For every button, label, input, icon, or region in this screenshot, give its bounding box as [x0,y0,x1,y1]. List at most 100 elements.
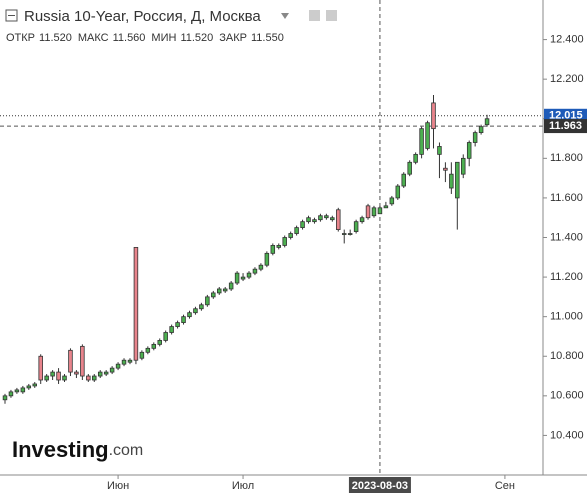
candle-body [133,246,139,361]
candle-body [115,363,121,369]
dropdown-arrow[interactable] [281,13,289,19]
candle-body [318,215,323,221]
candle-body [282,237,287,246]
candle-body [359,217,365,223]
ohlc-value: 11.520 [39,32,72,44]
candle-body [336,209,341,230]
candle-body [312,219,317,223]
y-tick-label: 11.000 [550,311,583,323]
candle-body [211,292,216,298]
ohlc-name: МАКС [78,32,109,44]
candle-body [26,385,32,389]
ohlc-summary: ОТКР 11.520 МАКС 11.560 МИН 11.520 ЗАКР 11.550 [6,32,284,44]
crosshair-x-label: 2023-08-03 [352,480,408,492]
candle-body [347,233,353,235]
candle-body [270,245,276,254]
candle-body [44,375,49,381]
y-tick-label: 12.200 [550,73,584,85]
candle-body [187,312,192,318]
watermark-brand: Investing [12,437,109,462]
candle-body [14,389,20,393]
watermark: Investing.com [12,437,143,462]
candle-body [413,153,418,163]
candle-body [478,126,484,134]
candle-body [151,343,157,349]
candle-body [169,326,174,333]
candle-body [407,161,412,175]
plot-area [0,0,543,475]
y-tick-label: 11.400 [550,231,583,243]
candle-body [246,272,252,278]
crosshair-y-label: 11.963 [549,120,582,132]
x-tick-label: Сен [495,480,515,492]
candle-body [145,347,151,353]
collapse-icon[interactable] [5,9,18,22]
candle-body [56,371,61,381]
ohlc-name: МИН [151,32,176,44]
candle-body [32,383,38,387]
candle-body [103,371,109,375]
candle-body [425,122,430,149]
candle-body [86,375,91,381]
ohlc-text: ОТКР 11.520 МАКС 11.560 МИН 11.520 ЗАКР 11.550 [6,32,284,44]
ohlc-name: ОТКР [6,32,35,44]
candle-body [484,118,490,126]
crosshair-x-box [348,477,411,493]
candle-body [377,207,383,215]
candle-body [62,375,67,381]
candle-body [163,332,168,341]
ohlc-value: 11.550 [251,32,284,44]
candle-body [199,304,204,310]
settings-icon[interactable] [309,10,320,21]
candle-body [395,185,401,199]
candle-body [80,345,85,377]
candle-body [383,205,389,209]
candle-body [234,272,240,284]
candle-body [74,371,79,375]
candle-body [121,359,127,365]
candle-body [288,233,293,238]
candle-body [341,233,347,235]
y-tick-label: 10.800 [550,350,584,362]
y-tick-label: 11.200 [550,271,583,283]
candle-body [401,173,406,187]
candle-body [330,217,335,221]
candle-body [217,288,222,294]
candle-body [139,351,145,359]
chart-title: Russia 10-Year, Россия, Д, Москва [24,8,261,25]
candle-body [228,282,234,290]
candle-body [109,367,115,373]
candle-body [92,375,97,381]
candle-body [419,128,424,155]
candle-body [2,395,8,401]
x-tick-label: Июн [107,480,129,492]
candle-body [353,221,359,232]
candle-body [437,146,442,155]
candle-body [205,296,210,306]
candle-body [127,359,133,363]
candle-body [258,264,264,270]
candle-body [252,268,258,274]
candle-body [431,102,436,130]
candle-body [38,355,43,381]
candle-body [240,276,246,280]
y-tick-label: 12.400 [550,33,584,45]
candle-body [365,205,371,219]
candle-body [466,142,472,159]
candle-body [175,322,180,327]
candle-body [294,227,299,234]
candle-body [455,161,460,199]
candle-body [449,173,454,189]
candle-body [264,252,270,266]
candle-body [222,288,228,292]
settings-icon[interactable] [326,10,337,21]
x-tick-label: Июл [232,480,254,492]
candle-body [306,217,311,223]
candle-body [8,391,14,397]
candle-body [193,308,198,314]
y-tick-label: 10.400 [550,429,584,441]
candle-body [461,157,466,175]
ohlc-value: 11.520 [180,32,213,44]
